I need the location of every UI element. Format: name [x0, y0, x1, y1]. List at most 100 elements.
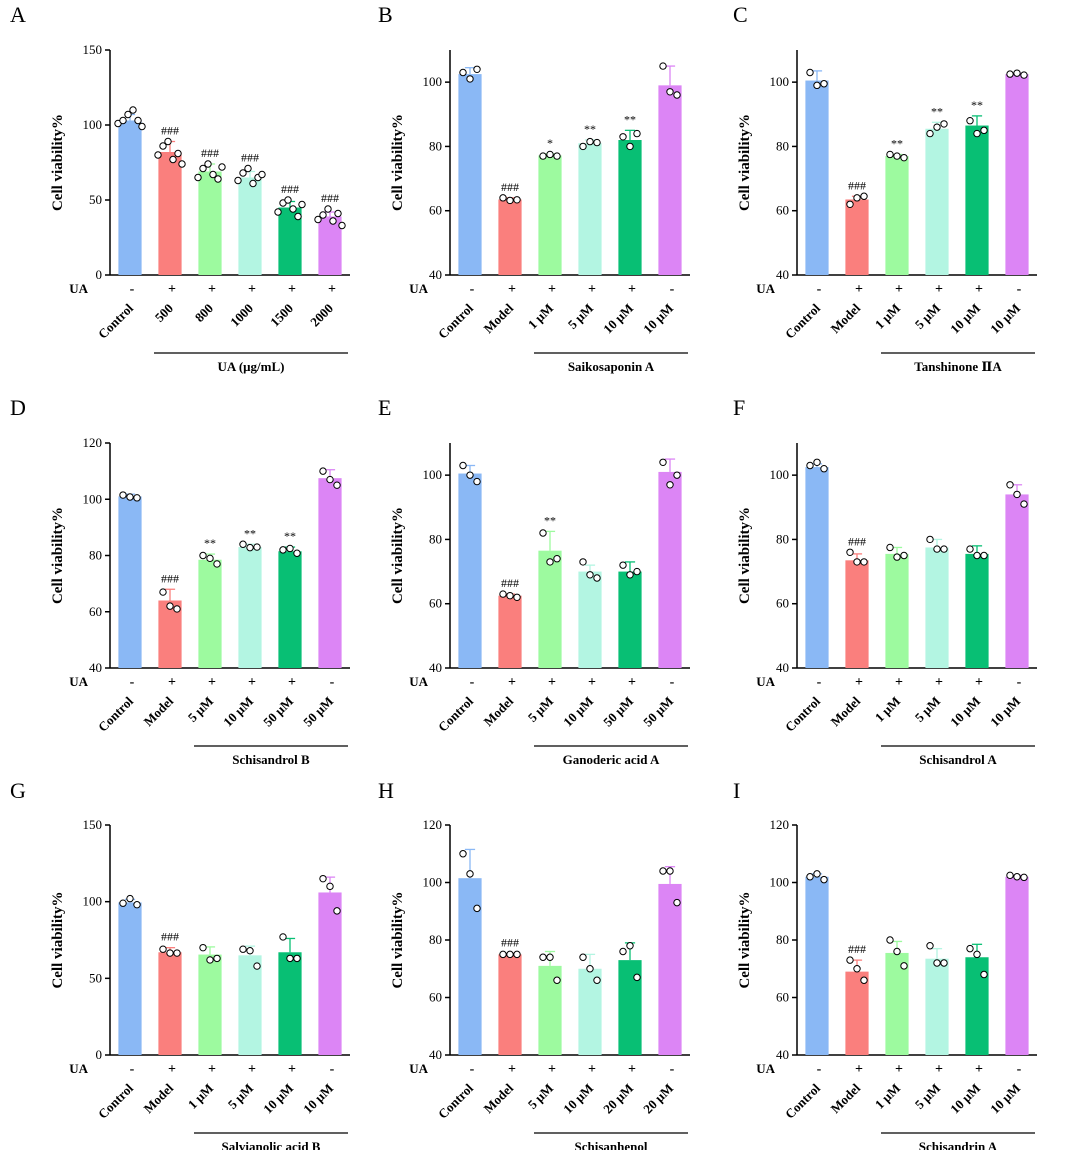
data-point — [206, 554, 214, 563]
data-point — [973, 950, 981, 959]
data-point — [1013, 69, 1021, 77]
data-point — [973, 551, 981, 560]
group-label: UA (μg/mL) — [218, 359, 285, 374]
data-point — [820, 465, 828, 473]
ua-sign: - — [1017, 675, 1022, 690]
bar — [925, 128, 949, 275]
data-point — [286, 544, 294, 553]
bar — [618, 140, 642, 275]
y-tick-label: 120 — [770, 817, 790, 832]
significance-label: ** — [584, 122, 596, 136]
category-label: Model — [480, 1080, 516, 1116]
ua-sign: + — [895, 675, 903, 690]
ua-sign: + — [548, 1062, 556, 1077]
data-point — [626, 942, 634, 950]
category-label: Model — [480, 300, 516, 336]
data-point — [626, 142, 634, 151]
data-point — [860, 976, 868, 984]
y-axis-label: Cell viability% — [390, 507, 406, 604]
category-label: Model — [140, 693, 176, 729]
data-point — [659, 458, 667, 466]
category-label: 10 μM — [987, 1081, 1023, 1117]
data-point — [806, 873, 814, 881]
data-point — [154, 151, 162, 159]
ua-sign: + — [168, 282, 176, 297]
significance-label: ** — [931, 104, 943, 118]
y-tick-label: 100 — [83, 117, 103, 132]
significance-label: ** — [244, 526, 256, 540]
data-point — [579, 558, 587, 566]
bar — [538, 155, 562, 275]
bar — [198, 171, 222, 275]
y-tick-label: 40 — [89, 660, 102, 675]
significance-label: ### — [161, 930, 179, 944]
bar — [118, 902, 142, 1055]
ua-sign: + — [208, 675, 216, 690]
bar — [578, 143, 602, 275]
ua-sign: + — [508, 282, 516, 297]
data-point — [119, 491, 127, 499]
significance-label: ### — [501, 180, 519, 194]
panel-d: D 40 60 80 100 120 Cell viability% - Control ### +… — [10, 395, 350, 767]
ua-sign: + — [628, 675, 636, 690]
y-axis-label: Cell viability% — [50, 507, 66, 604]
ua-sign: - — [817, 1062, 822, 1077]
ua-sign: - — [470, 282, 475, 297]
group-label: Schisandrol A — [919, 752, 997, 767]
data-point — [513, 196, 521, 204]
y-axis-label: Cell viability% — [737, 891, 753, 988]
bar — [965, 553, 989, 668]
data-point — [900, 551, 908, 560]
y-tick-label: 100 — [423, 875, 443, 890]
significance-label: ### — [321, 191, 339, 205]
y-tick-label: 0 — [96, 267, 103, 282]
y-tick-label: 50 — [89, 192, 102, 207]
data-point — [933, 959, 941, 967]
significance-label: * — [547, 136, 553, 150]
panel-b: B 40 60 80 100 Cell viability% - Control ### + Mod… — [378, 2, 690, 374]
category-label: Model — [480, 693, 516, 729]
category-label: 1 μM — [872, 301, 903, 332]
category-label: 5 μM — [912, 694, 943, 725]
bar — [238, 177, 262, 275]
bar — [965, 125, 989, 276]
data-point — [333, 907, 341, 915]
y-axis-label: Cell viability% — [50, 114, 66, 211]
ua-row-label: UA — [409, 281, 428, 296]
data-point — [940, 545, 948, 553]
ua-sign: + — [935, 1062, 943, 1077]
data-point — [194, 173, 202, 182]
category-label: 1000 — [227, 301, 256, 330]
data-point — [619, 561, 627, 569]
group-label: Saikosaponin A — [568, 359, 655, 374]
data-point — [886, 936, 894, 944]
category-label: Model — [140, 1080, 176, 1116]
ua-sign: - — [130, 282, 135, 297]
ua-sign: + — [935, 282, 943, 297]
y-tick-label: 100 — [83, 894, 103, 909]
data-point — [619, 133, 627, 141]
ua-sign: + — [168, 675, 176, 690]
bar — [1005, 494, 1029, 668]
data-point — [940, 959, 948, 967]
data-point — [673, 471, 681, 479]
data-point — [459, 850, 467, 858]
data-point — [893, 947, 901, 956]
data-point — [119, 899, 127, 907]
data-point — [199, 551, 207, 560]
data-point — [134, 116, 142, 125]
bar — [925, 547, 949, 668]
data-point — [334, 209, 342, 218]
ua-sign: + — [628, 1062, 636, 1077]
group-label: Ganoderic acid A — [563, 752, 660, 767]
ua-sign: + — [975, 282, 983, 297]
panel-letter: H — [378, 778, 394, 803]
data-point — [473, 477, 481, 486]
data-point — [253, 543, 261, 551]
data-point — [546, 558, 554, 566]
data-point — [178, 160, 186, 168]
category-label: 2000 — [307, 301, 336, 330]
data-point — [553, 976, 561, 984]
bar — [658, 883, 682, 1055]
category-label: Control — [782, 1080, 823, 1121]
